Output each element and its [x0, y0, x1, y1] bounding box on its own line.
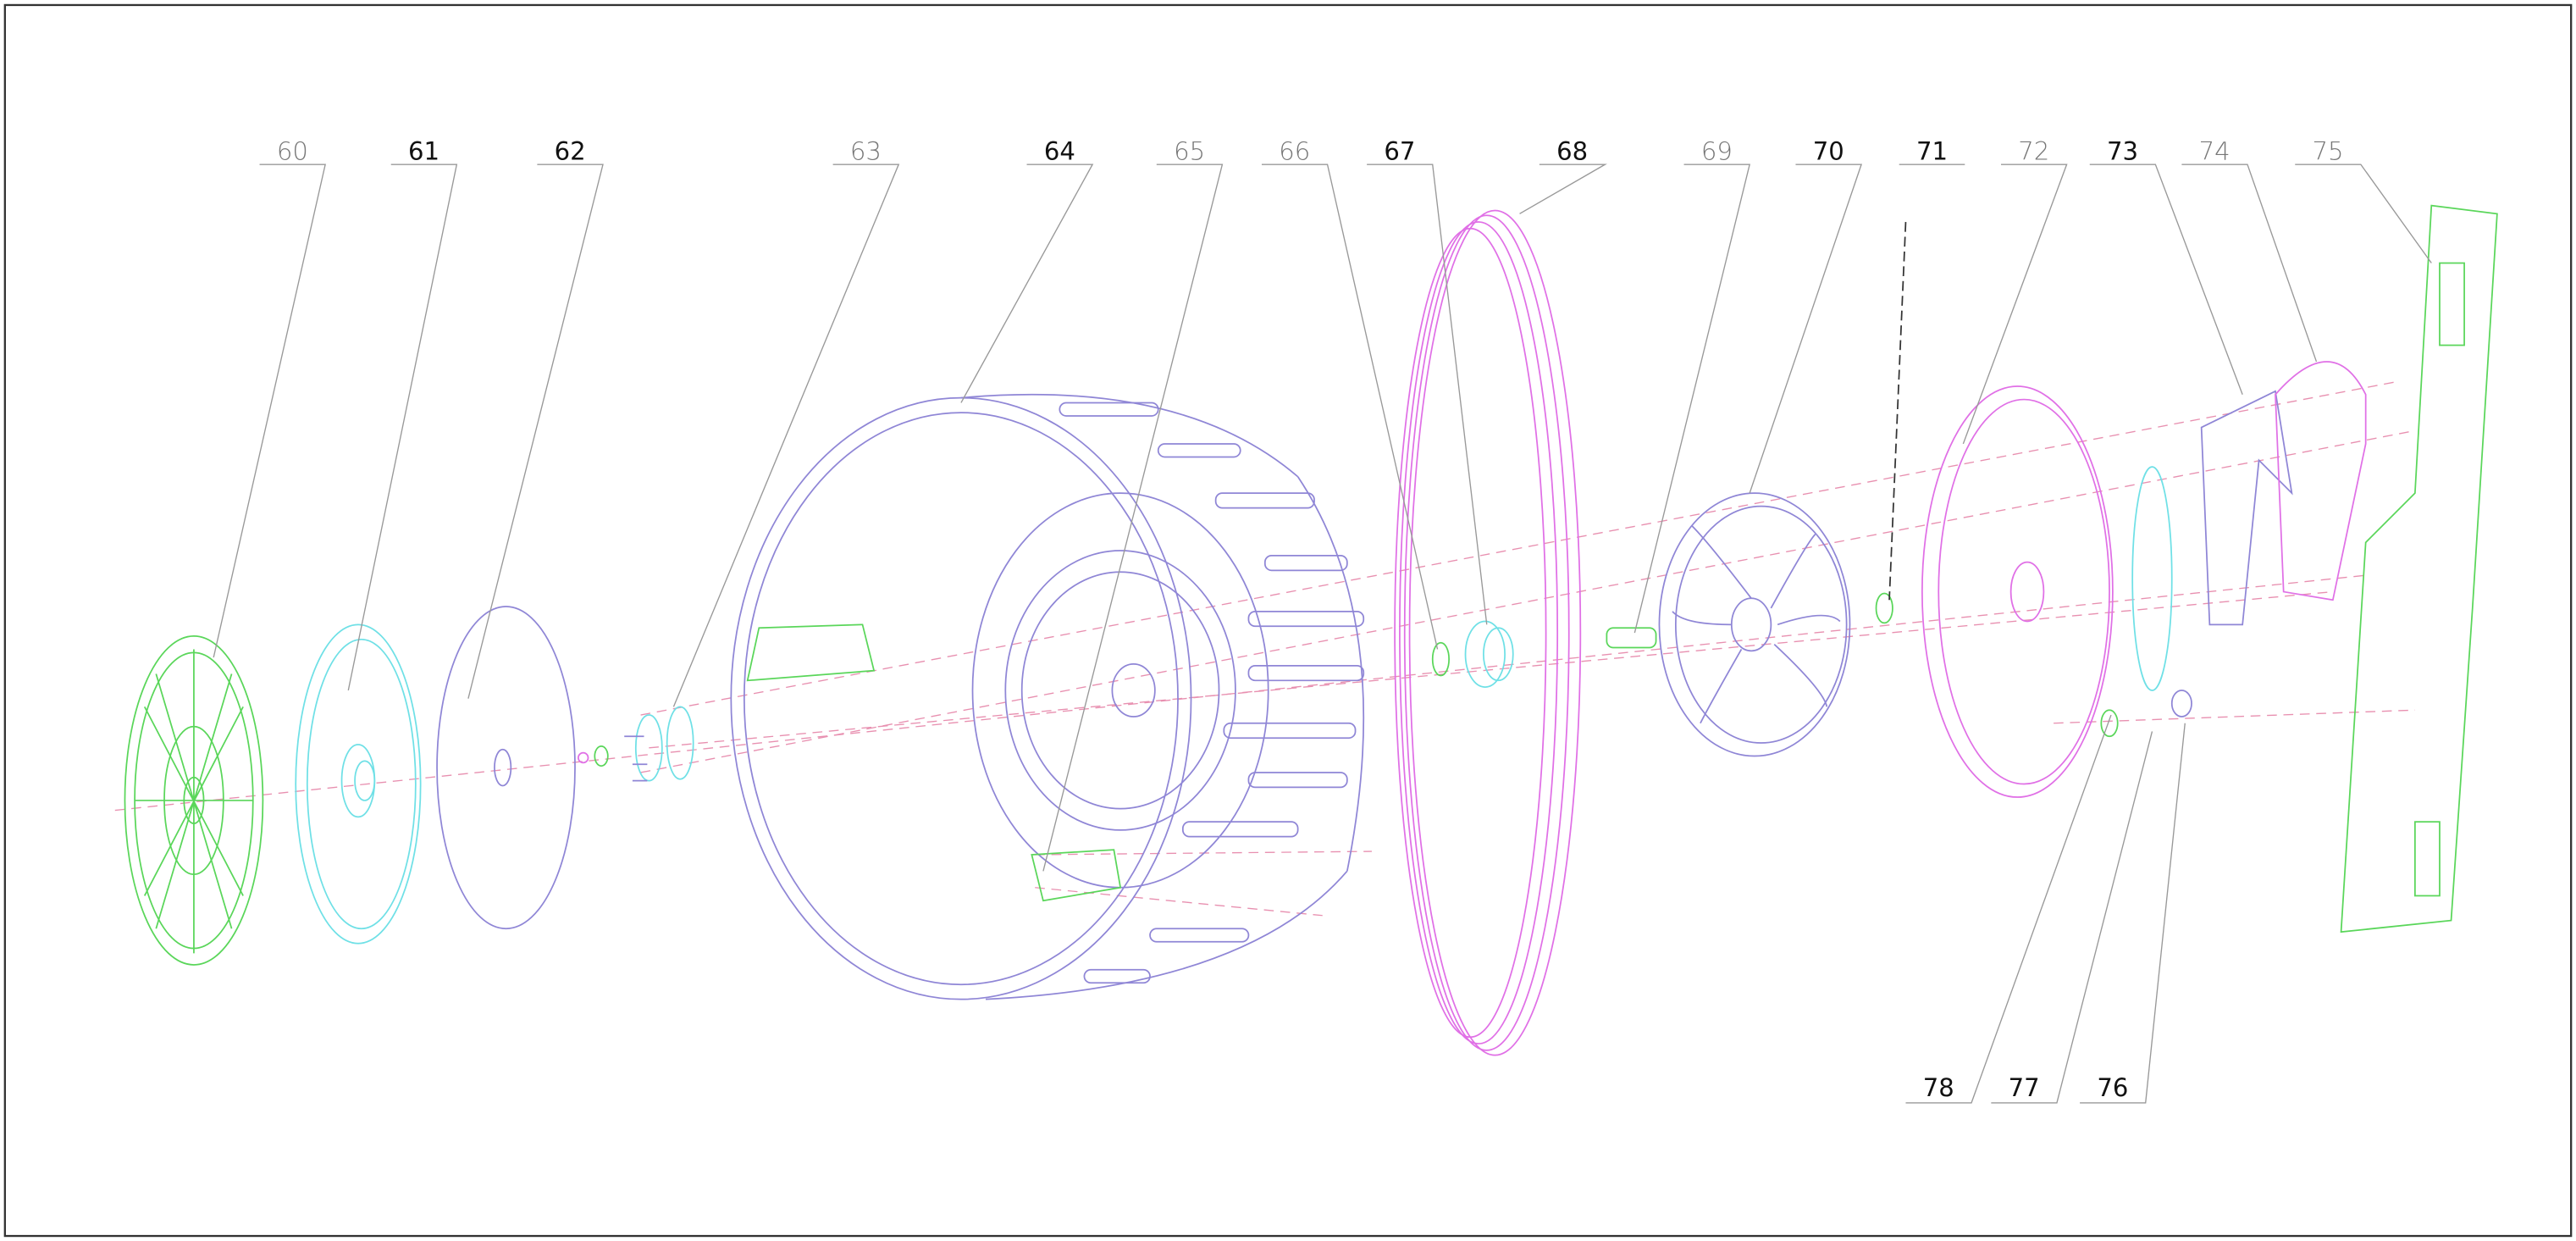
part-63	[624, 706, 694, 782]
part-68	[1394, 209, 1582, 1056]
part-label: 76	[2097, 1073, 2128, 1102]
part-label: 68	[1556, 136, 1588, 165]
part-label: 78	[1923, 1073, 1954, 1102]
part-label: 64	[1044, 136, 1075, 165]
part-66-67	[1431, 620, 1514, 688]
part-label: 75	[2313, 136, 2344, 165]
part-label: 73	[2107, 136, 2138, 165]
part-73-74	[2100, 361, 2367, 738]
leader-lines	[213, 163, 2432, 1104]
part-label: 62	[555, 136, 586, 165]
part-75	[2340, 204, 2498, 934]
part-60	[124, 635, 264, 966]
part-label: 66	[1279, 136, 1310, 165]
part-label: 65	[1174, 136, 1205, 165]
part-61	[295, 623, 422, 945]
part-label: 72	[2018, 136, 2049, 165]
part-69	[1606, 627, 1657, 649]
part-label: 74	[2199, 136, 2231, 165]
part-label: 63	[850, 136, 882, 165]
part-64	[730, 393, 1365, 1000]
frame	[3, 3, 2573, 1238]
part-label: 61	[408, 136, 439, 165]
part-label: 69	[1701, 136, 1733, 165]
part-label: 71	[1916, 136, 1948, 165]
part-71	[1875, 592, 1893, 624]
part-label: 67	[1384, 136, 1415, 165]
labels: 60 61 62 63 64 65 66 67 68 69 70 71 72 7…	[277, 136, 2344, 1102]
part-70	[1658, 492, 1851, 757]
part-label: 77	[2009, 1073, 2040, 1102]
part-62	[436, 606, 609, 930]
part-label: 70	[1813, 136, 1844, 165]
part-label: 60	[277, 136, 308, 165]
part-72	[1921, 385, 2114, 798]
